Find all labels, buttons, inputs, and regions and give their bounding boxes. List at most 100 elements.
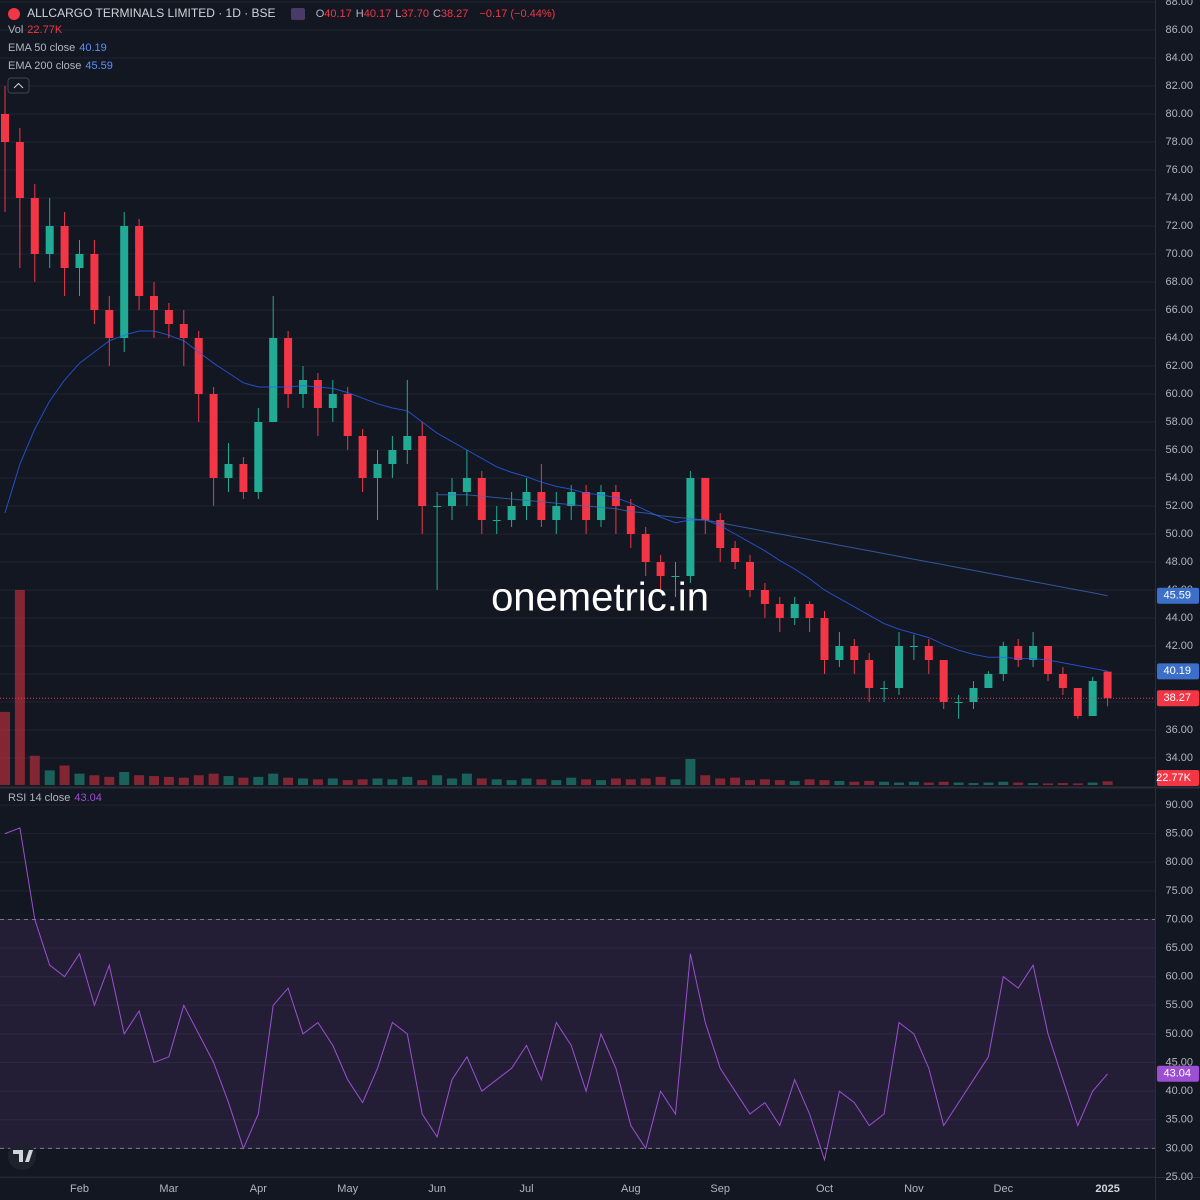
y-tick-label: 58.00 (1165, 416, 1193, 428)
volume-bar (149, 776, 159, 785)
rsi-tick-label: 65.00 (1165, 942, 1193, 954)
volume-bar (715, 778, 726, 785)
volume-bar (759, 779, 770, 785)
volume-bar (208, 773, 219, 785)
rsi-legend: RSI 14 close 43.04 (8, 792, 106, 804)
volume-bar (610, 778, 621, 785)
candle-body (507, 506, 516, 520)
candle-body (984, 674, 993, 688)
volume-bar (178, 777, 189, 785)
candle-body (209, 394, 218, 478)
y-tick-label: 78.00 (1165, 136, 1193, 148)
volume-bar (1057, 783, 1068, 785)
candle-body (656, 562, 665, 576)
candle-body (850, 646, 859, 660)
volume-bar (298, 778, 308, 785)
candle-body (686, 478, 695, 576)
candle-body (224, 464, 233, 478)
candle-body (418, 436, 427, 506)
flag-icon[interactable] (290, 8, 305, 21)
candle-body (746, 562, 754, 590)
candle-body (1103, 671, 1112, 699)
volume-bar (417, 780, 428, 785)
ema-line (437, 494, 1108, 597)
volume-legend: Vol 22.77K (8, 24, 66, 36)
volume-bar (283, 777, 294, 785)
candle-body (254, 422, 263, 492)
axis-layer: 34.0036.0038.0040.0042.0044.0046.0048.00… (70, 0, 1199, 1195)
volume-bar (89, 775, 100, 785)
symbol-icon (8, 8, 20, 21)
y-tick-label: 54.00 (1165, 472, 1193, 484)
rsi-value: 43.04 (74, 792, 102, 804)
y-tick-label: 68.00 (1165, 276, 1193, 288)
candle-body (626, 506, 635, 534)
rsi-name: RSI 14 close (8, 792, 71, 804)
y-tick-label: 34.00 (1165, 752, 1193, 764)
volume-bar (566, 777, 577, 785)
ema200-value: 45.59 (85, 60, 113, 72)
y-tick-label: 70.00 (1165, 248, 1193, 260)
volume-bar (998, 781, 1009, 785)
volume-bar (29, 755, 40, 785)
candle-body (1058, 674, 1067, 688)
y-tick-label: 56.00 (1165, 444, 1193, 456)
ohlc-value: 37.70 (401, 8, 429, 20)
candle-body (120, 226, 129, 338)
candle-body (939, 660, 948, 702)
x-tick-label: Feb (70, 1183, 89, 1195)
candle-body (567, 492, 576, 506)
ema-line (4, 330, 1108, 672)
y-tick-label: 60.00 (1165, 388, 1193, 400)
candle-body (60, 226, 69, 268)
volume-bar (44, 770, 55, 785)
change: −0.17 (−0.44%) (479, 8, 556, 20)
volume-bar (1028, 783, 1039, 785)
volume-bar (894, 782, 904, 785)
candle-body (179, 324, 188, 338)
y-tick-label: 80.00 (1165, 108, 1193, 120)
volume-bar (730, 777, 741, 785)
grid-layer (0, 1, 1155, 1178)
x-tick-label: Dec (994, 1183, 1014, 1195)
volume-bar (685, 759, 696, 785)
candle-body (835, 646, 844, 660)
ohlc-label: H (355, 8, 364, 20)
volume-bar (1087, 782, 1098, 785)
x-tick-label: May (337, 1183, 358, 1195)
volume-bar (953, 782, 964, 785)
candle-body (284, 338, 293, 394)
volume-bar (134, 775, 145, 785)
volume-bar (491, 779, 502, 785)
candle-body (448, 492, 456, 506)
y-tick-label: 66.00 (1165, 304, 1193, 316)
rsi-tick-label: 40.00 (1165, 1085, 1193, 1097)
candle-body (313, 380, 322, 408)
volume-bar (1043, 783, 1053, 785)
y-tick-label: 62.00 (1165, 360, 1193, 372)
candle-body (343, 394, 352, 436)
candle-body (358, 436, 367, 478)
ohlc-value: 40.17 (324, 8, 352, 20)
volume-bar (819, 780, 830, 785)
volume-bar (14, 590, 25, 785)
candle-body (194, 338, 203, 394)
price-tag: 38.27 (1163, 692, 1191, 704)
candle-body (239, 464, 248, 492)
ema-tag-bg (1157, 587, 1199, 604)
candle-body (954, 702, 963, 703)
volume-bar (253, 776, 264, 785)
candle-body (150, 296, 158, 310)
volume-bar (908, 781, 919, 785)
candle-body (522, 492, 531, 506)
volume-bar (1072, 783, 1083, 785)
candle-body (895, 646, 903, 688)
ema50-value: 40.19 (79, 42, 107, 54)
y-tick-label: 50.00 (1165, 528, 1193, 540)
collapse-button[interactable] (7, 77, 30, 94)
candle-body (775, 604, 784, 618)
y-tick-label: 48.00 (1165, 556, 1193, 568)
volume-bar (506, 780, 517, 785)
